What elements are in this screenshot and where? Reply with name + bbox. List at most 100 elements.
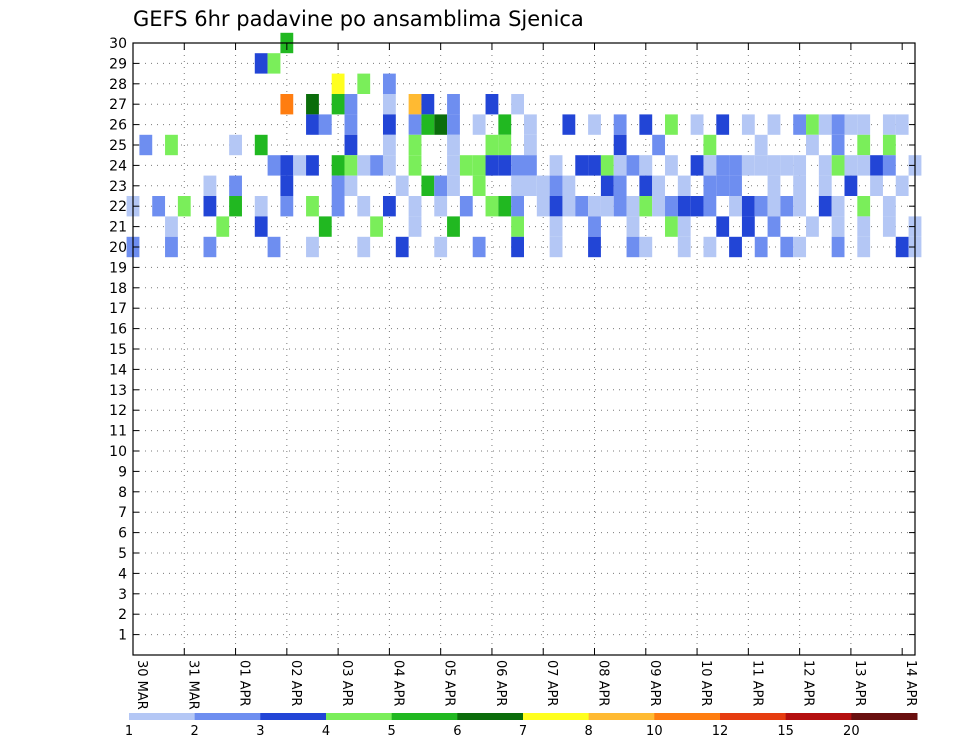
color-legend: 1 2 3 4 5 6 7 8 10 12 15 20 xyxy=(125,713,918,739)
y-tick-label: 4 xyxy=(118,566,127,582)
x-tick-label: 12 APR xyxy=(801,660,816,706)
heatmap-cell xyxy=(357,196,371,217)
heatmap-cell xyxy=(895,114,909,135)
legend-swatch xyxy=(194,713,261,720)
heatmap-cell xyxy=(793,155,807,176)
heatmap-cell xyxy=(408,114,422,135)
heatmap-cell xyxy=(831,236,845,258)
heatmap-cell xyxy=(139,134,153,156)
heatmap-cell xyxy=(331,155,345,176)
heatmap-cell xyxy=(754,155,768,176)
y-tick-label: 23 xyxy=(109,179,127,195)
heatmap-cell xyxy=(613,175,627,196)
y-tick-label: 21 xyxy=(109,220,127,236)
heatmap-cell xyxy=(421,114,435,135)
y-tick-label: 11 xyxy=(109,424,127,440)
heatmap-cell xyxy=(511,236,524,258)
y-tick-label: 12 xyxy=(109,403,127,419)
heatmap-cell xyxy=(203,175,217,196)
heatmap-cell xyxy=(639,236,653,258)
heatmap-cell xyxy=(716,114,730,135)
heatmap-cell xyxy=(562,196,576,217)
heatmap-cell xyxy=(382,114,396,135)
legend-swatch xyxy=(260,713,327,720)
heatmap-cell xyxy=(767,114,781,135)
y-tick-label: 25 xyxy=(109,138,127,154)
legend-swatch xyxy=(326,713,393,720)
x-tick-label: 10 APR xyxy=(698,660,713,706)
heatmap-cell xyxy=(382,155,396,176)
heatmap-cell xyxy=(690,196,704,217)
heatmap-cell xyxy=(434,114,448,135)
heatmap-cell xyxy=(344,94,358,115)
heatmap-cell xyxy=(165,216,178,237)
heatmap-cell xyxy=(857,196,871,217)
heatmap-cell xyxy=(549,175,563,196)
heatmap-cell xyxy=(472,236,486,258)
heatmap-cell xyxy=(613,155,627,176)
x-tick-label: 09 APR xyxy=(647,660,662,706)
heatmap-cell xyxy=(882,134,896,156)
heatmap-cells xyxy=(126,32,922,258)
y-tick-label: 26 xyxy=(109,118,127,134)
heatmap-cell xyxy=(165,236,178,258)
heatmap-cell xyxy=(754,236,768,258)
legend-label: 8 xyxy=(585,724,593,739)
heatmap-cell xyxy=(408,94,422,115)
heatmap-cell xyxy=(267,155,281,176)
heatmap-cell xyxy=(831,216,845,237)
heatmap-cell xyxy=(754,134,768,156)
y-tick-label: 18 xyxy=(109,281,127,297)
heatmap-cell xyxy=(882,216,896,237)
x-tick-label: 08 APR xyxy=(596,660,611,706)
heatmap-cell xyxy=(395,236,409,258)
y-tick-label: 5 xyxy=(118,546,127,562)
heatmap-cell xyxy=(665,196,678,217)
heatmap-cell xyxy=(575,196,589,217)
heatmap-cell xyxy=(472,175,486,196)
heatmap-cell xyxy=(229,196,242,217)
heatmap-cell xyxy=(203,196,217,217)
heatmap-cell xyxy=(613,196,627,217)
heatmap-cell xyxy=(485,196,499,217)
heatmap-cell xyxy=(882,155,896,176)
heatmap-cell xyxy=(536,196,550,217)
heatmap-cell xyxy=(536,175,550,196)
heatmap-cell xyxy=(357,155,371,176)
heatmap-cell xyxy=(767,216,781,237)
x-tick-label: 14 APR xyxy=(903,660,918,706)
heatmap-cell xyxy=(703,134,717,156)
heatmap-cell xyxy=(690,114,704,135)
heatmap-cell xyxy=(357,236,371,258)
heatmap-cell xyxy=(600,196,614,217)
heatmap-cell xyxy=(511,216,524,237)
heatmap-cell xyxy=(382,73,396,94)
y-tick-label: 20 xyxy=(109,240,127,256)
heatmap-cell xyxy=(793,196,807,217)
legend-swatch xyxy=(785,713,852,720)
heatmap-cell xyxy=(459,196,473,217)
heatmap-cell xyxy=(498,155,512,176)
heatmap-cell xyxy=(549,196,563,217)
x-tick-label: 07 APR xyxy=(544,660,559,706)
heatmap-cell xyxy=(626,236,640,258)
heatmap-cell xyxy=(857,155,871,176)
heatmap-cell xyxy=(524,114,537,135)
heatmap-cell xyxy=(588,216,601,237)
y-tick-label: 8 xyxy=(118,485,127,501)
heatmap-cell xyxy=(844,114,858,135)
heatmap-cell xyxy=(549,155,563,176)
heatmap-cell xyxy=(844,175,858,196)
heatmap-cell xyxy=(857,134,871,156)
heatmap-cell xyxy=(421,94,435,115)
heatmap-cell xyxy=(485,155,499,176)
x-tick-label: 04 APR xyxy=(390,660,405,706)
heatmap-cell xyxy=(472,155,486,176)
heatmap-cell xyxy=(318,114,332,135)
heatmap-cell xyxy=(318,216,332,237)
heatmap-cell xyxy=(793,236,807,258)
heatmap-cell xyxy=(344,175,358,196)
heatmap-cell xyxy=(344,114,358,135)
heatmap-cell xyxy=(293,155,307,176)
